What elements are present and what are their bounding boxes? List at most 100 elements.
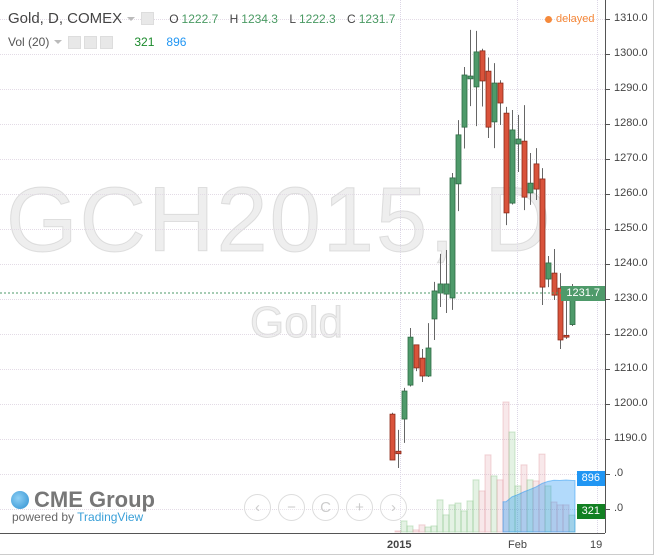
powered-by-label: powered by bbox=[12, 510, 75, 524]
candle bbox=[425, 323, 432, 378]
globe-icon bbox=[11, 491, 29, 509]
volume-bar bbox=[460, 510, 468, 533]
volume-bar bbox=[496, 479, 504, 533]
candle bbox=[521, 105, 528, 211]
candle-body bbox=[467, 75, 474, 80]
candle bbox=[389, 412, 396, 461]
chevron-down-icon[interactable] bbox=[127, 16, 136, 21]
candle bbox=[401, 387, 408, 443]
close-value: 1231.7 bbox=[358, 11, 396, 26]
candle bbox=[449, 173, 456, 310]
close-icon[interactable] bbox=[100, 35, 114, 49]
zoom-in-button[interactable]: + bbox=[346, 494, 373, 521]
delayed-dot-icon bbox=[545, 15, 552, 23]
candle-body bbox=[401, 390, 408, 420]
candle-body bbox=[455, 134, 462, 185]
volume-indicator-title[interactable]: Vol (20) bbox=[8, 35, 50, 49]
candle bbox=[485, 57, 492, 138]
candle bbox=[503, 106, 510, 226]
price-tick-label: 1200.0 bbox=[614, 397, 648, 409]
candle-body bbox=[425, 347, 432, 377]
settings-icon[interactable] bbox=[141, 12, 155, 25]
volume-bar bbox=[478, 490, 486, 533]
candle bbox=[515, 114, 522, 172]
volume-bar bbox=[466, 500, 474, 533]
powered-by[interactable]: powered by TradingView bbox=[12, 510, 143, 524]
candle-body bbox=[539, 178, 546, 288]
candle-body bbox=[437, 283, 444, 294]
volume-bar bbox=[418, 524, 426, 533]
low-label: L bbox=[289, 11, 296, 26]
price-tick-label: 1210.0 bbox=[614, 362, 648, 374]
candle bbox=[545, 255, 552, 288]
candle bbox=[455, 120, 462, 212]
candle bbox=[497, 80, 504, 126]
reset-button[interactable]: C bbox=[312, 494, 339, 521]
candle bbox=[419, 349, 426, 382]
candle-body bbox=[389, 413, 396, 461]
x-tick-feb: Feb bbox=[508, 539, 527, 551]
delayed-indicator: delayed bbox=[545, 13, 595, 25]
candle-body bbox=[461, 74, 468, 128]
candle-body bbox=[407, 336, 414, 386]
watermark-symbol: GCH2015, D bbox=[6, 169, 553, 271]
candle bbox=[557, 273, 564, 350]
volume-bar bbox=[442, 514, 450, 533]
logo-text: CME Group bbox=[34, 487, 155, 512]
candle bbox=[533, 148, 540, 200]
price-tick-label: 1280.0 bbox=[614, 117, 648, 129]
price-tick-label: 1230.0 bbox=[614, 292, 648, 304]
volume-bar bbox=[406, 525, 414, 533]
candle bbox=[509, 110, 516, 205]
volume-ma-value: 896 bbox=[166, 35, 187, 49]
zoom-out-button[interactable]: − bbox=[278, 494, 305, 521]
cme-group-logo[interactable]: CME Group bbox=[11, 487, 155, 513]
volume-bar bbox=[490, 475, 498, 533]
volume-ma-badge: 896 bbox=[576, 471, 605, 486]
x-tick-19: 19 bbox=[590, 539, 603, 551]
candle-body bbox=[443, 283, 450, 295]
candle-body bbox=[395, 450, 402, 455]
settings-icon[interactable] bbox=[68, 35, 82, 49]
candle-body bbox=[509, 129, 516, 204]
price-tick-label: 1260.0 bbox=[614, 187, 648, 199]
candle bbox=[443, 250, 450, 313]
delayed-label: delayed bbox=[556, 13, 595, 25]
open-label: O bbox=[169, 11, 179, 26]
price-tick-label: 1240.0 bbox=[614, 257, 648, 269]
candle-body bbox=[557, 287, 564, 341]
hide-icon[interactable] bbox=[84, 35, 98, 49]
candle bbox=[473, 30, 480, 127]
candle bbox=[395, 429, 402, 469]
chevron-down-icon[interactable] bbox=[54, 40, 63, 44]
high-value: 1234.3 bbox=[241, 11, 278, 26]
high-label: H bbox=[229, 11, 239, 26]
price-tick-label: 1290.0 bbox=[614, 82, 648, 94]
volume-bar bbox=[400, 520, 408, 533]
candle bbox=[413, 344, 420, 372]
candle bbox=[431, 281, 438, 340]
candle-body bbox=[479, 50, 486, 82]
candle-body bbox=[551, 272, 558, 296]
provider-link[interactable]: TradingView bbox=[77, 510, 144, 524]
candle bbox=[479, 48, 486, 107]
volume-legend: Vol (20) 321 896 bbox=[8, 35, 186, 49]
candle bbox=[563, 297, 570, 339]
volume-bar bbox=[448, 504, 456, 533]
candles bbox=[389, 29, 576, 469]
volume-badge: 321 bbox=[576, 504, 605, 519]
scroll-right-button[interactable]: › bbox=[380, 494, 407, 521]
volume-bar bbox=[472, 479, 480, 533]
open-value: 1222.7 bbox=[181, 11, 219, 26]
symbol-title[interactable]: Gold, D, COMEX bbox=[8, 10, 123, 27]
candle-body bbox=[527, 182, 534, 194]
candle bbox=[551, 248, 558, 301]
scroll-left-button[interactable]: ‹ bbox=[244, 494, 271, 521]
candle bbox=[467, 29, 474, 107]
candle-body bbox=[431, 290, 438, 320]
symbol-legend: Gold, D, COMEX O 1222.7 H 1234.3 L 1222.3 C… bbox=[8, 10, 403, 27]
price-tick-label: 1190.0 bbox=[614, 432, 647, 444]
candle-body bbox=[533, 163, 540, 190]
